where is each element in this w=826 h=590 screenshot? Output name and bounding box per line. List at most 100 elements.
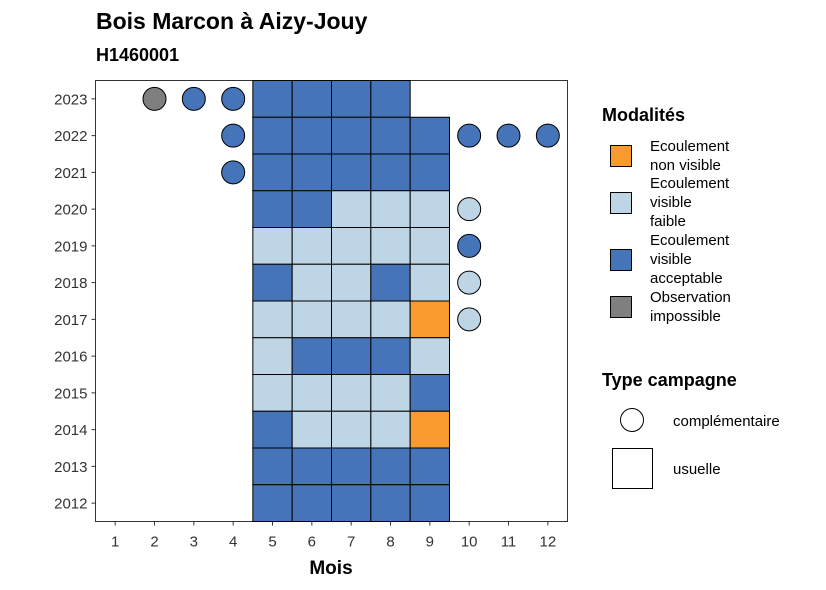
y-tick-label-2015: 2015 [54,385,87,402]
point-2017-10 [457,307,482,332]
cell-2015-8 [370,374,411,412]
point-2022-4 [221,123,246,148]
cell-2017-5 [252,300,293,339]
cell-2021-7 [331,153,372,192]
cell-2020-5 [252,190,293,228]
legend-label-visible-acceptable: Ecoulement visible acceptable [650,232,730,287]
legend-label-usuelle: usuelle [673,461,721,478]
point-2022-10 [457,123,482,148]
y-tick-label-2019: 2019 [54,238,87,255]
cell-2021-9 [409,153,450,192]
cell-2022-5 [252,116,293,155]
y-tick-label-2012: 2012 [54,496,87,513]
cell-2013-9 [409,447,450,486]
cell-2018-7 [331,263,372,302]
cell-2012-5 [252,484,293,522]
x-tick-label-3: 3 [190,534,198,551]
x-tick-label-8: 8 [386,534,394,551]
legend-campagne-title: Type campagne [602,370,737,390]
x-axis-title: Mois [309,558,352,579]
cell-2022-9 [409,116,450,155]
point-2018-10 [457,270,482,295]
point-2020-10 [457,197,482,222]
cell-2014-8 [370,410,411,449]
cell-2015-7 [331,374,372,412]
cell-2020-8 [370,190,411,228]
cell-2013-6 [291,447,332,486]
point-2022-11 [496,123,521,148]
cell-2012-6 [291,484,332,522]
point-2023-4 [221,86,246,111]
point-2022-12 [535,123,560,148]
y-tick-label-2021: 2021 [54,165,87,182]
cell-2023-5 [252,80,293,118]
x-tick-label-1: 1 [111,534,119,551]
cell-2016-6 [291,337,332,375]
cell-2018-6 [291,263,332,302]
cell-2017-8 [370,300,411,339]
legend-modalites: Modalités Ecoulement non visible Ecoulem… [602,105,812,335]
cell-2021-5 [252,153,293,192]
cell-2014-9 [409,410,450,449]
cell-2019-9 [409,227,450,265]
cell-2016-5 [252,337,293,375]
legend-key-visible-acceptable [610,249,632,271]
cell-2013-7 [331,447,372,486]
cell-2012-8 [370,484,411,522]
y-tick-label-2017: 2017 [54,312,87,329]
cell-2019-8 [370,227,411,265]
cell-2014-6 [291,410,332,449]
cell-2022-8 [370,116,411,155]
legend-label-visible-faible: Ecoulement visible faible [650,175,730,230]
legend-label-non-visible: Ecoulement non visible [650,138,730,174]
x-tick-label-10: 10 [461,534,478,551]
point-2023-3 [181,86,206,111]
cell-2013-8 [370,447,411,486]
cell-2012-9 [409,484,450,522]
cell-2019-7 [331,227,372,265]
cell-2016-7 [331,337,372,375]
cell-2017-6 [291,300,332,339]
cell-2018-9 [409,263,450,302]
chart-subtitle: H1460001 [96,45,180,65]
legend-modalites-title: Modalités [602,105,686,125]
chart-title: Bois Marcon à Aizy-Jouy [96,8,368,34]
cell-2019-6 [291,227,332,265]
cell-2021-6 [291,153,332,192]
y-tick-label-2023: 2023 [54,91,87,108]
cell-2016-8 [370,337,411,375]
legend-key-usuelle [612,448,653,489]
y-tick-label-2020: 2020 [54,202,87,219]
y-tick-label-2022: 2022 [54,128,87,145]
cell-2020-6 [291,190,332,228]
legend-key-observation-impossible [610,296,632,318]
x-tick-label-9: 9 [426,534,434,551]
cell-2017-9 [409,300,450,339]
cell-2020-7 [331,190,372,228]
cell-2018-5 [252,263,293,302]
point-2021-4 [221,160,246,185]
y-tick-label-2013: 2013 [54,459,87,476]
x-tick-label-6: 6 [308,534,316,551]
cell-2019-5 [252,227,293,265]
cell-2023-8 [370,80,411,118]
cell-2015-6 [291,374,332,412]
legend-key-complementaire [620,408,644,432]
cell-2013-5 [252,447,293,486]
cell-2020-9 [409,190,450,228]
cell-2021-8 [370,153,411,192]
cell-2017-7 [331,300,372,339]
legend-key-non-visible [610,145,632,167]
legend-key-visible-faible [610,192,632,214]
x-tick-label-7: 7 [347,534,355,551]
cell-2014-5 [252,410,293,449]
y-tick-label-2014: 2014 [54,422,87,439]
cell-2018-8 [370,263,411,302]
x-tick-label-2: 2 [150,534,158,551]
cell-2022-6 [291,116,332,155]
legend-campagne: Type campagne complémentaire usuelle [602,370,817,500]
legend-label-complementaire: complémentaire [673,413,780,430]
y-tick-label-2016: 2016 [54,349,87,366]
x-tick-label-5: 5 [268,534,276,551]
